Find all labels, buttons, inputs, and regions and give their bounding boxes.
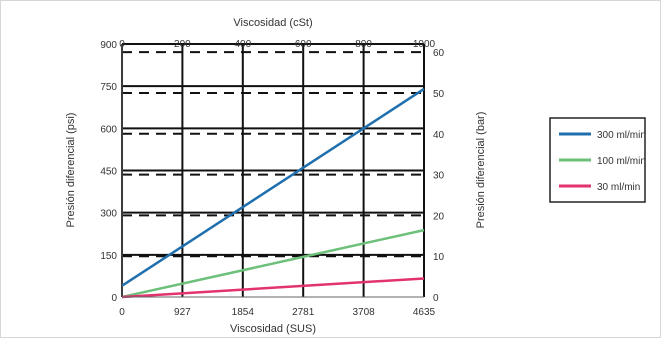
series-line-30-ml-min — [121, 277, 425, 299]
y-right-tick-label: 20 — [433, 211, 445, 222]
y-left-tick-label: 0 — [111, 293, 117, 304]
y-right-axis-title: Presión diferencial (bar) — [475, 112, 487, 229]
x-top-tick-label: 600 — [295, 39, 312, 50]
y-right-tick-label: 50 — [433, 89, 445, 100]
y-right-tick-label: 0 — [433, 293, 439, 304]
y-left-tick-label: 900 — [100, 40, 117, 51]
x-bottom-tick-label: 1854 — [232, 307, 255, 318]
series-line-100-ml-min — [121, 228, 425, 299]
y-right-tick-label: 60 — [433, 48, 445, 59]
y-left-tick-label: 600 — [100, 124, 117, 135]
axes-layer: 0 927 1854 2781 3708 4635 0 200 400 600 800 1000 0 15… — [100, 39, 444, 318]
x-bottom-tick-label: 4635 — [413, 307, 436, 318]
x-top-tick-label: 1000 — [413, 39, 436, 50]
bar-gridlines-layer — [122, 51, 424, 258]
legend-label-30-ml-min: 30 ml/min — [597, 182, 640, 193]
y-left-tick-label: 150 — [100, 251, 117, 262]
x-bottom-tick-label: 927 — [174, 307, 191, 318]
x-bottom-tick-label: 3708 — [352, 307, 375, 318]
x-top-axis-title: Viscosidad (cSt) — [233, 17, 312, 29]
legend-label-100-ml-min: 100 ml/min — [597, 156, 646, 167]
y-left-tick-label: 450 — [100, 167, 117, 178]
y-right-tick-label: 10 — [433, 252, 445, 263]
x-top-tick-label: 800 — [355, 39, 372, 50]
y-left-tick-label: 750 — [100, 82, 117, 93]
legend-items: 300 ml/min 100 ml/min 30 ml/min — [559, 130, 646, 193]
grid-layer — [121, 43, 425, 297]
series-layer — [121, 87, 425, 299]
x-top-tick-label: 200 — [174, 39, 191, 50]
y-left-axis-title: Presión diferencial (psi) — [65, 113, 77, 228]
x-bottom-tick-label: 2781 — [292, 307, 315, 318]
y-right-tick-label: 30 — [433, 171, 445, 182]
legend-label-300-ml-min: 300 ml/min — [597, 130, 646, 141]
x-top-tick-label: 400 — [234, 39, 251, 50]
series-line-300-ml-min — [121, 87, 425, 287]
legend: 300 ml/min 100 ml/min 30 ml/min — [549, 117, 646, 203]
y-right-tick-label: 40 — [433, 130, 445, 141]
x-bottom-tick-label: 0 — [119, 307, 125, 318]
y-left-tick-label: 300 — [100, 209, 117, 220]
x-bottom-axis-title: Viscosidad (SUS) — [230, 323, 316, 335]
